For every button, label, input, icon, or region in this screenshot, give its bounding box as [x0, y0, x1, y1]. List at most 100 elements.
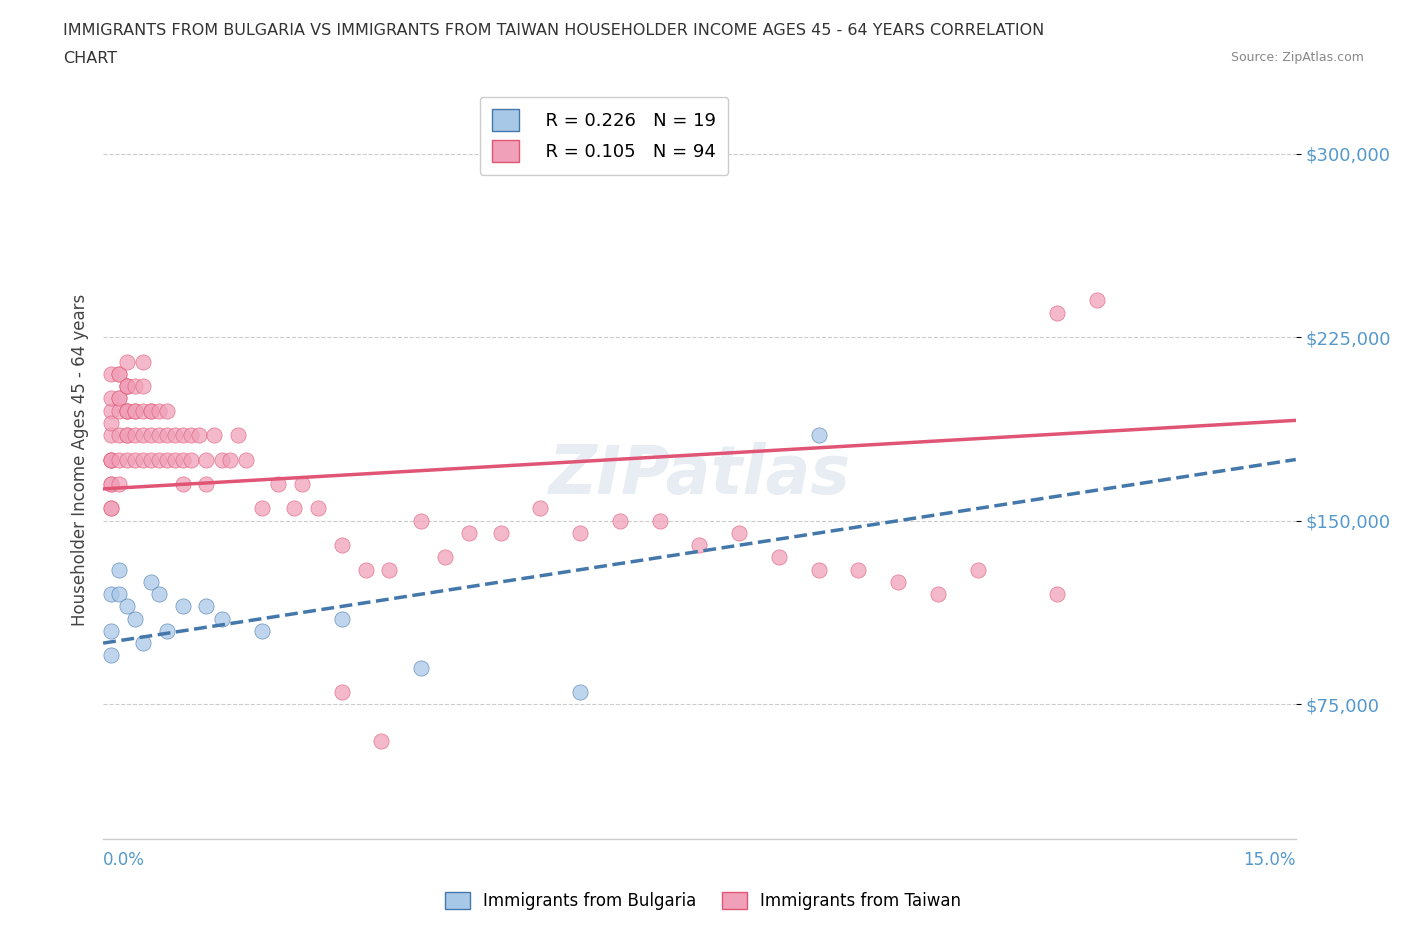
Point: [115, 379, 138, 393]
Point: [226, 428, 249, 443]
Y-axis label: Householder Income Ages 45 - 64 years: Householder Income Ages 45 - 64 years: [72, 293, 89, 626]
Point: [569, 684, 592, 699]
Point: [180, 428, 202, 443]
Point: [163, 428, 186, 443]
Point: [100, 403, 122, 418]
Point: [100, 452, 122, 467]
Point: [195, 476, 218, 491]
Point: [235, 452, 257, 467]
Point: [291, 476, 314, 491]
Point: [139, 452, 162, 467]
Point: [115, 354, 138, 369]
Point: [139, 403, 162, 418]
Point: [204, 428, 226, 443]
Point: [139, 575, 162, 590]
Point: [100, 501, 122, 516]
Point: [163, 452, 186, 467]
Point: [1046, 305, 1069, 320]
Text: 15.0%: 15.0%: [1243, 851, 1296, 870]
Point: [283, 501, 305, 516]
Point: [132, 354, 155, 369]
Point: [330, 684, 353, 699]
Point: [529, 501, 551, 516]
Point: [569, 525, 592, 540]
Point: [132, 452, 155, 467]
Point: [1046, 587, 1069, 602]
Point: [115, 403, 138, 418]
Text: Source: ZipAtlas.com: Source: ZipAtlas.com: [1230, 51, 1364, 64]
Point: [195, 599, 218, 614]
Point: [132, 636, 155, 651]
Point: [115, 379, 138, 393]
Point: [148, 587, 170, 602]
Point: [848, 563, 870, 578]
Point: [115, 403, 138, 418]
Point: [172, 428, 194, 443]
Point: [434, 550, 457, 565]
Point: [115, 379, 138, 393]
Point: [108, 366, 131, 381]
Point: [211, 611, 233, 626]
Point: [267, 476, 290, 491]
Point: [100, 428, 122, 443]
Text: ZIPatlas: ZIPatlas: [548, 442, 851, 508]
Point: [148, 452, 170, 467]
Point: [124, 403, 146, 418]
Point: [457, 525, 479, 540]
Text: IMMIGRANTS FROM BULGARIA VS IMMIGRANTS FROM TAIWAN HOUSEHOLDER INCOME AGES 45 - : IMMIGRANTS FROM BULGARIA VS IMMIGRANTS F…: [63, 23, 1045, 38]
Point: [927, 587, 949, 602]
Point: [307, 501, 329, 516]
Point: [100, 648, 122, 663]
Point: [100, 476, 122, 491]
Point: [1085, 293, 1108, 308]
Point: [180, 452, 202, 467]
Point: [100, 391, 122, 405]
Point: [211, 452, 233, 467]
Point: [768, 550, 790, 565]
Point: [139, 403, 162, 418]
Point: [115, 452, 138, 467]
Point: [489, 525, 512, 540]
Point: [648, 513, 671, 528]
Point: [100, 366, 122, 381]
Point: [219, 452, 242, 467]
Point: [139, 428, 162, 443]
Point: [156, 403, 179, 418]
Point: [378, 563, 401, 578]
Point: [100, 452, 122, 467]
Point: [187, 428, 209, 443]
Point: [115, 428, 138, 443]
Point: [148, 403, 170, 418]
Point: [156, 623, 179, 638]
Point: [688, 538, 710, 552]
Point: [115, 428, 138, 443]
Point: [124, 452, 146, 467]
Point: [100, 416, 122, 431]
Point: [100, 452, 122, 467]
Point: [250, 623, 273, 638]
Point: [807, 428, 830, 443]
Point: [195, 452, 218, 467]
Point: [108, 452, 131, 467]
Point: [108, 428, 131, 443]
Point: [124, 611, 146, 626]
Point: [370, 734, 392, 749]
Point: [966, 563, 988, 578]
Point: [132, 428, 155, 443]
Point: [148, 428, 170, 443]
Point: [124, 403, 146, 418]
Point: [330, 538, 353, 552]
Point: [108, 587, 131, 602]
Point: [354, 563, 377, 578]
Text: 0.0%: 0.0%: [103, 851, 145, 870]
Point: [156, 428, 179, 443]
Point: [100, 623, 122, 638]
Point: [108, 476, 131, 491]
Legend:   R = 0.226   N = 19,   R = 0.105   N = 94: R = 0.226 N = 19, R = 0.105 N = 94: [479, 97, 728, 175]
Point: [108, 403, 131, 418]
Point: [172, 476, 194, 491]
Point: [411, 660, 433, 675]
Point: [132, 379, 155, 393]
Point: [156, 452, 179, 467]
Point: [887, 575, 910, 590]
